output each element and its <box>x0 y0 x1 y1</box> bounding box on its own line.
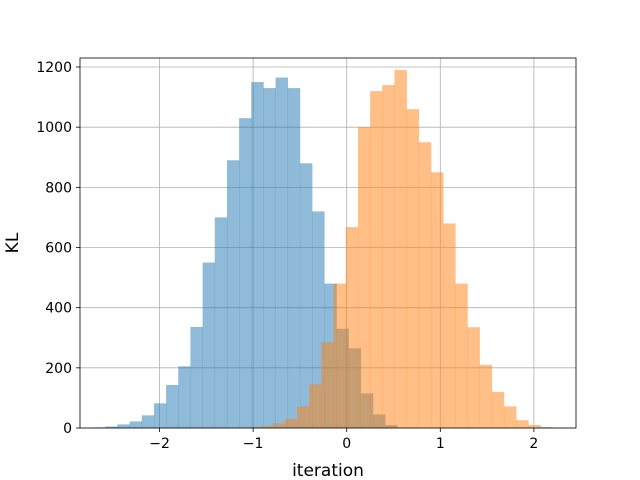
histogram-bar-series-2 <box>503 406 517 428</box>
histogram-bar-series-2 <box>479 364 493 428</box>
histogram-bar-series-1 <box>214 217 228 428</box>
y-tick-label: 800 <box>45 180 72 196</box>
histogram-bar-series-2 <box>467 327 480 428</box>
x-tick-label: 1 <box>436 436 445 452</box>
histogram-bar-series-2 <box>540 427 553 428</box>
histogram-bar-series-2 <box>516 420 529 428</box>
histogram-bar-series-2 <box>309 384 322 428</box>
histogram-bar-series-2 <box>333 283 347 428</box>
histogram-bar-series-1 <box>275 77 289 428</box>
histogram-bars <box>93 70 553 429</box>
histogram-bar-series-2 <box>528 424 541 428</box>
histogram-bar-series-1 <box>263 88 276 428</box>
y-tick-label: 1200 <box>36 60 72 76</box>
histogram-bar-series-1 <box>239 118 252 429</box>
histogram-bar-series-1 <box>287 88 301 428</box>
x-tick-label: −1 <box>243 436 264 452</box>
y-tick-label: 200 <box>45 361 72 377</box>
histogram-bar-series-2 <box>321 342 334 428</box>
histogram-bar-series-2 <box>297 406 310 428</box>
histogram-bar-series-1 <box>117 424 130 428</box>
histogram-bar-series-2 <box>455 283 468 428</box>
y-tick-label: 400 <box>45 301 72 317</box>
histogram-bar-series-1 <box>129 421 143 428</box>
histogram-bar-series-2 <box>406 109 420 428</box>
histogram-bar-series-1 <box>312 211 325 428</box>
histogram-bar-series-2 <box>491 391 505 428</box>
histogram-bar-series-2 <box>430 172 444 428</box>
histogram-bar-series-2 <box>357 127 371 429</box>
histogram-bar-series-2 <box>248 427 261 428</box>
x-tick-label: 0 <box>342 436 351 452</box>
histogram-bar-series-1 <box>105 426 118 428</box>
histogram-bar-series-2 <box>394 70 407 428</box>
histogram-bar-series-2 <box>443 223 456 428</box>
y-tick-label: 600 <box>45 241 72 257</box>
histogram-bar-series-1 <box>202 262 216 428</box>
histogram-bar-series-1 <box>299 163 313 428</box>
histogram-bar-series-1 <box>251 82 264 429</box>
histogram-bar-series-2 <box>345 227 359 428</box>
axis-ticks: −2 −1 0 1 2 0 200 400 600 800 1000 1200 <box>36 60 538 452</box>
histogram-bar-series-2 <box>370 91 383 429</box>
histogram-bar-series-1 <box>166 384 179 428</box>
histogram-bar-series-2 <box>284 418 298 428</box>
histogram-bar-series-1 <box>226 160 240 428</box>
histogram-bar-series-1 <box>190 326 203 428</box>
plot-frame <box>79 57 577 429</box>
x-tick-label: −2 <box>149 436 170 452</box>
histogram-bar-series-1 <box>141 415 155 428</box>
histogram-bar-series-2 <box>272 423 286 428</box>
y-tick-label: 1000 <box>36 120 72 136</box>
x-tick-label: 2 <box>529 436 538 452</box>
x-axis-label: iteration <box>292 461 364 480</box>
histogram-bar-series-2 <box>382 85 395 428</box>
y-tick-label: 0 <box>63 421 72 437</box>
histogram-bar-series-2 <box>260 426 274 428</box>
histogram-bar-series-2 <box>418 142 432 428</box>
y-axis-label: KL <box>3 232 23 253</box>
histogram-bar-series-1 <box>178 366 191 428</box>
histogram-bar-series-1 <box>153 403 167 428</box>
